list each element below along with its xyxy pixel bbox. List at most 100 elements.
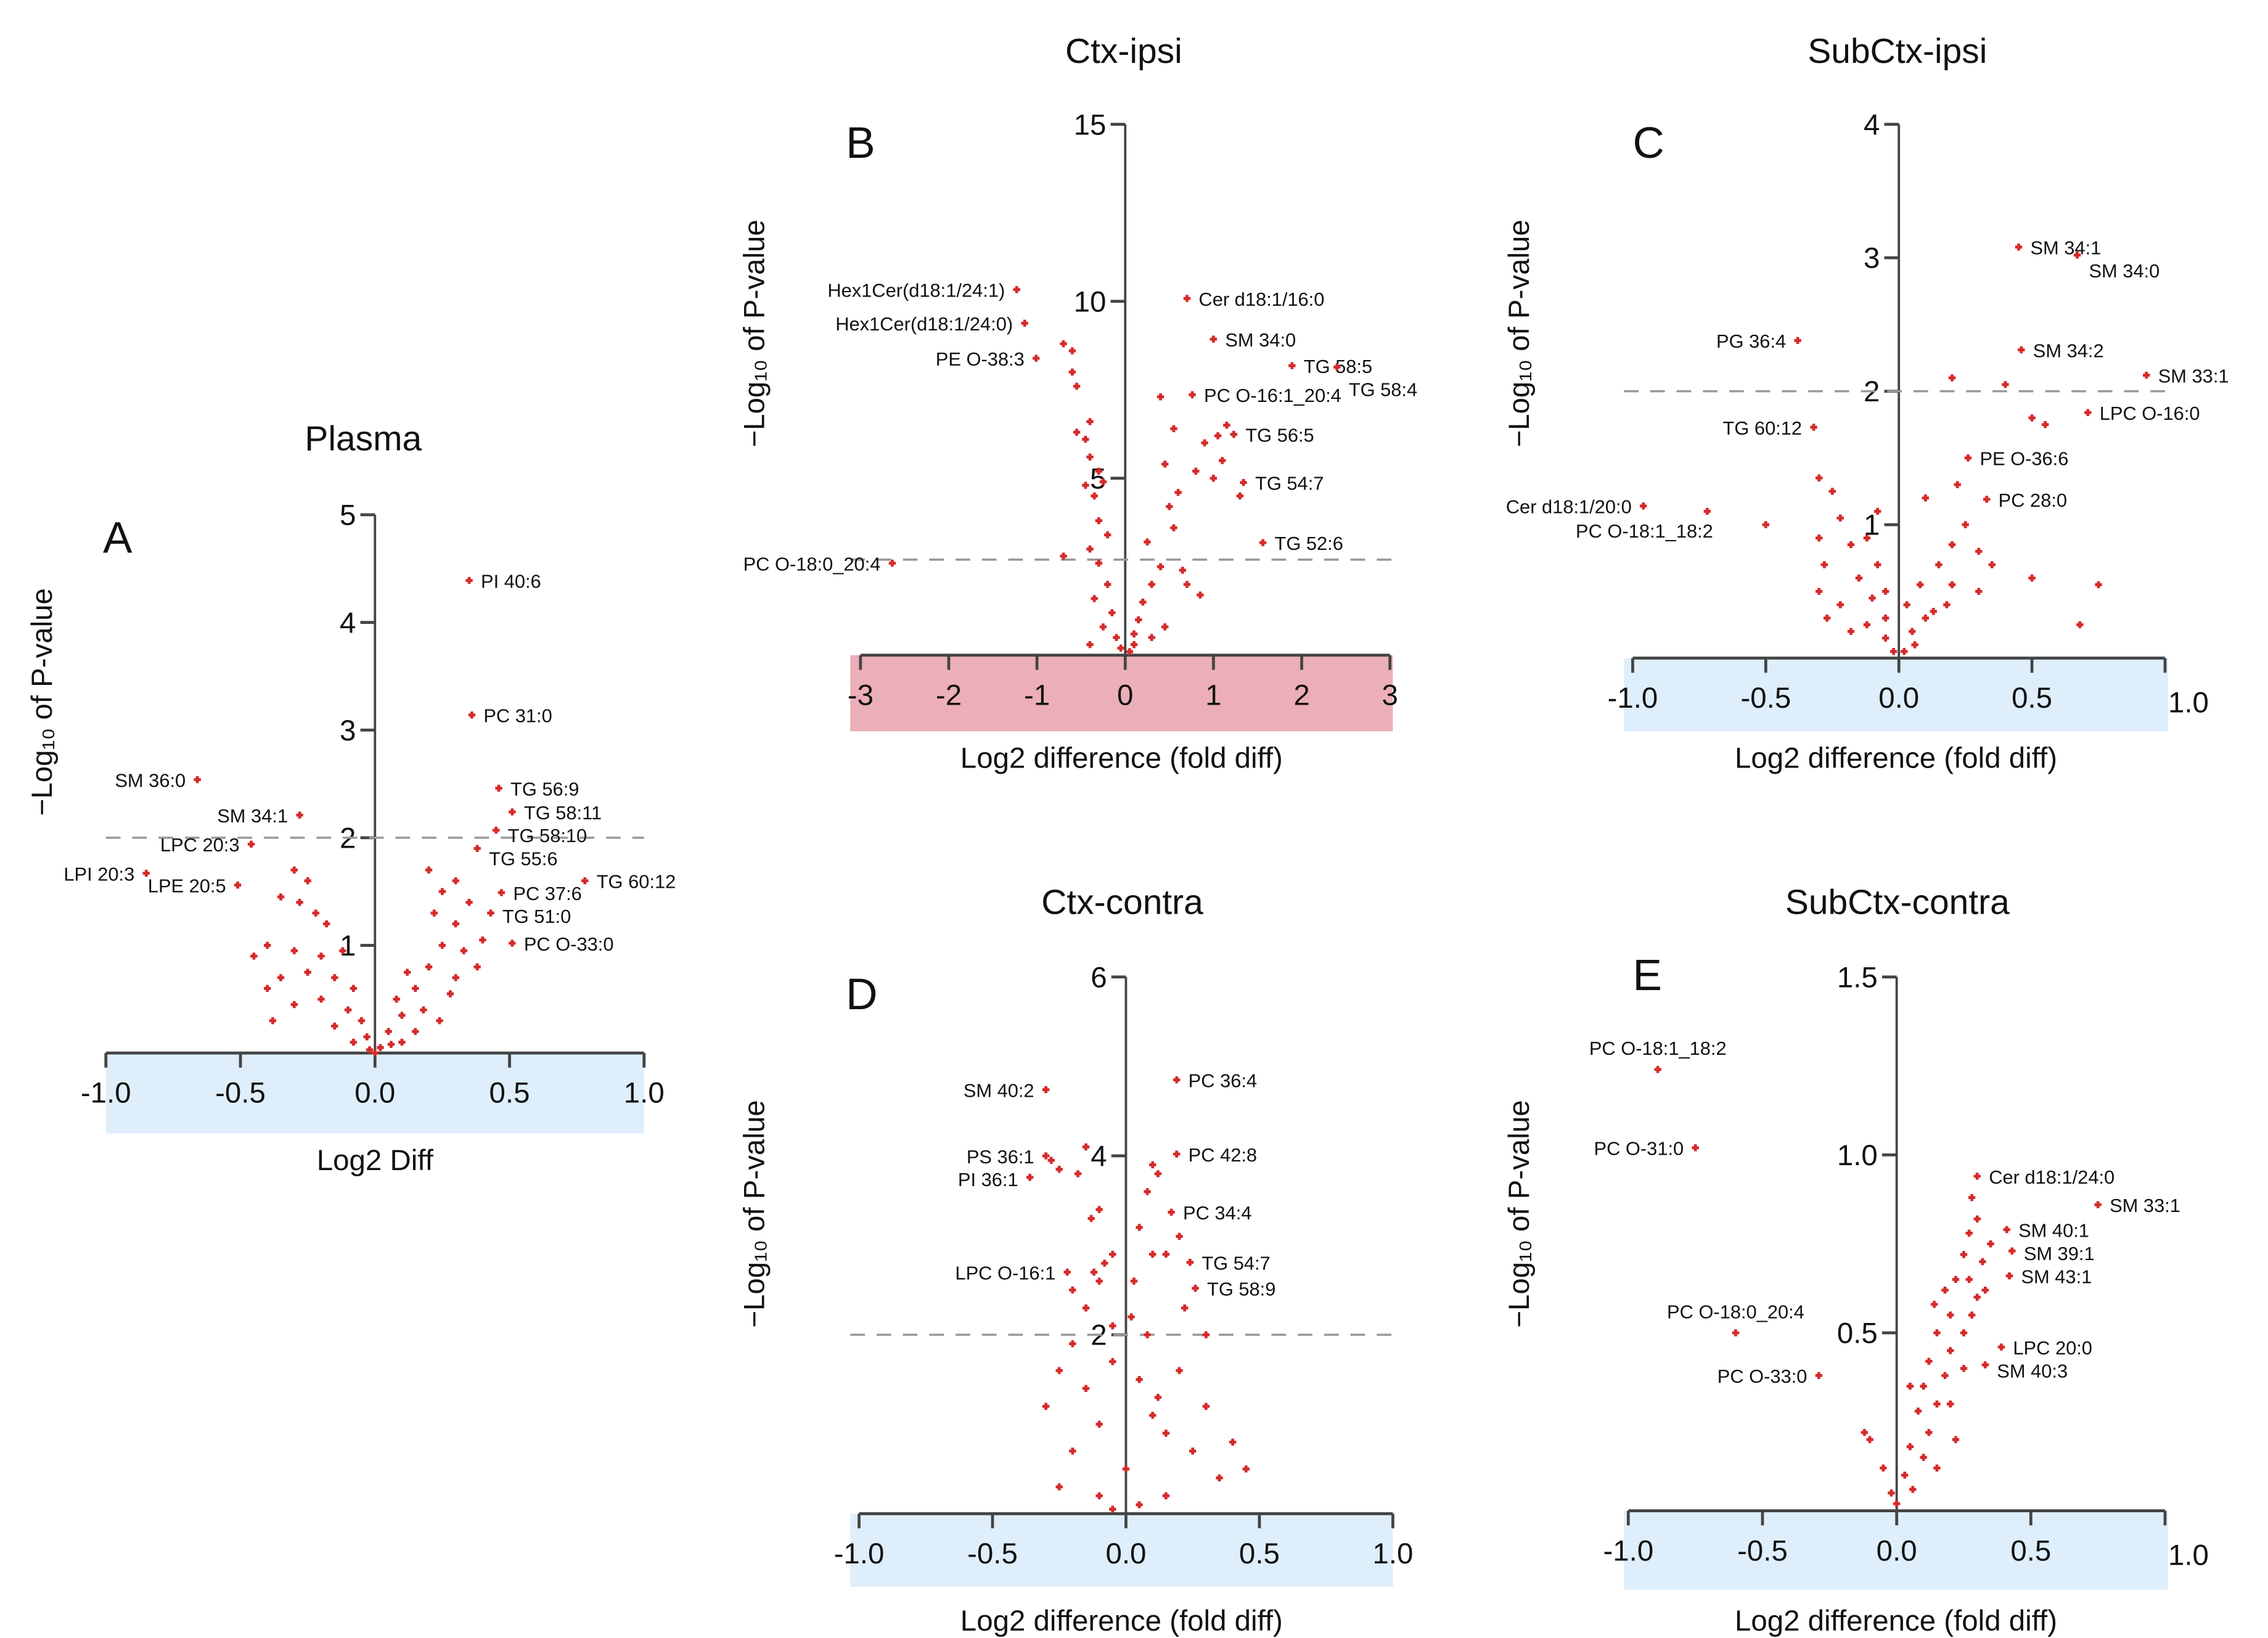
y-tick-label: 15 xyxy=(1074,109,1107,141)
point-mark xyxy=(1977,588,1981,596)
labeled-data-point xyxy=(509,808,516,816)
data-point xyxy=(1947,1347,1954,1354)
point-mark xyxy=(1242,478,1245,486)
data-point xyxy=(412,1028,419,1035)
data-point xyxy=(1095,1492,1103,1500)
data-point xyxy=(1820,561,1828,568)
data-point xyxy=(1135,616,1142,624)
labeled-data-point xyxy=(2094,1201,2102,1208)
data-point xyxy=(358,1017,366,1025)
point-mark xyxy=(1097,467,1100,475)
labeled-data-point xyxy=(473,845,481,853)
point-mark xyxy=(1169,1208,1173,1216)
data-point xyxy=(1109,1250,1116,1258)
point-mark xyxy=(1071,1286,1075,1294)
point-mark xyxy=(1137,1224,1141,1231)
data-point xyxy=(1229,1438,1237,1446)
point-mark xyxy=(2044,421,2047,428)
point-mark xyxy=(2000,1343,2003,1351)
point-label: SM 39:1 xyxy=(2024,1243,2095,1264)
point-mark xyxy=(1103,1259,1107,1267)
point-mark xyxy=(1163,461,1167,468)
point-mark xyxy=(1817,588,1821,596)
point-mark xyxy=(1194,467,1198,475)
point-mark xyxy=(2030,574,2034,582)
point-mark xyxy=(1157,1394,1160,1401)
data-point xyxy=(1136,1501,1143,1509)
point-mark xyxy=(1983,1361,1987,1369)
data-point xyxy=(1082,1385,1090,1392)
data-point xyxy=(1086,641,1094,649)
y-axis-label: −Log₁₀ of P-value xyxy=(26,588,59,816)
point-mark xyxy=(2076,252,2079,259)
data-point xyxy=(1909,1486,1917,1493)
data-point xyxy=(350,985,358,993)
data-point xyxy=(317,952,325,960)
point-label: SM 43:1 xyxy=(2021,1266,2092,1287)
panel-title: SubCtx-ipsi xyxy=(1807,31,1987,71)
labeled-data-point xyxy=(1640,502,1647,510)
point-mark xyxy=(1088,641,1092,649)
point-mark xyxy=(1044,1152,1047,1160)
point-mark xyxy=(144,869,148,877)
point-mark xyxy=(1943,1287,1947,1294)
point-mark xyxy=(1165,1250,1168,1258)
panel-e: -1.0 -0.5 0.0 0.5 1.0 0.5 1.0 1.5 PC O-18:1_18:2… xyxy=(1503,883,2209,1637)
x-tick-label: 0.0 xyxy=(354,1077,395,1110)
point-mark xyxy=(583,877,587,885)
point-mark xyxy=(1909,1443,1912,1451)
data-point xyxy=(412,985,419,993)
data-point xyxy=(403,968,411,976)
point-mark xyxy=(1945,601,1949,608)
point-mark xyxy=(1951,541,1954,549)
point-mark xyxy=(1903,1472,1907,1479)
point-mark xyxy=(1132,630,1136,638)
point-mark xyxy=(1088,453,1092,461)
data-point xyxy=(1095,1277,1103,1285)
point-mark xyxy=(1977,547,1981,555)
data-point xyxy=(1828,488,1836,495)
point-mark xyxy=(1963,521,1967,528)
data-point xyxy=(1914,1407,1922,1415)
point-label: Hex1Cer(d18:1/24:0) xyxy=(835,313,1013,335)
labeled-data-point xyxy=(1063,1268,1071,1276)
point-label: TG 58:4 xyxy=(1349,379,1417,400)
data-point xyxy=(1881,614,1889,622)
labeled-data-point xyxy=(1173,1150,1181,1158)
panel-title: Ctx-contra xyxy=(1041,883,1203,922)
point-mark xyxy=(1876,507,1880,515)
point-mark xyxy=(1924,494,1927,502)
point-mark xyxy=(1943,1372,1947,1379)
data-point xyxy=(1109,1322,1116,1330)
labeled-data-point xyxy=(2143,371,2150,379)
point-mark xyxy=(1917,1407,1920,1415)
point-mark xyxy=(1163,623,1167,631)
point-mark xyxy=(1084,1385,1087,1392)
point-mark xyxy=(1212,335,1215,343)
point-mark xyxy=(1975,1173,1979,1180)
data-point xyxy=(1816,588,1823,596)
point-mark xyxy=(2010,1247,2014,1255)
point-mark xyxy=(2078,621,2082,629)
data-point xyxy=(1968,1311,1976,1319)
data-point xyxy=(339,947,346,954)
point-label: PC 28:0 xyxy=(1999,489,2067,511)
point-mark xyxy=(1931,608,1935,615)
labeled-data-point xyxy=(1021,319,1028,327)
point-mark xyxy=(1044,1086,1047,1094)
data-point xyxy=(1103,531,1111,539)
point-mark xyxy=(1892,648,1895,655)
point-mark xyxy=(1935,1329,1939,1337)
point-label: TG 54:7 xyxy=(1202,1252,1270,1274)
point-mark xyxy=(1954,1276,1957,1284)
point-mark xyxy=(1290,362,1294,369)
point-mark xyxy=(1949,1347,1952,1354)
data-point xyxy=(1113,634,1120,641)
point-mark xyxy=(1088,418,1092,425)
point-mark xyxy=(250,840,253,848)
point-mark xyxy=(1204,1331,1208,1338)
data-point xyxy=(1920,1382,1927,1390)
point-mark xyxy=(1132,1277,1136,1285)
point-mark xyxy=(1656,1066,1660,1073)
data-point xyxy=(1873,507,1881,515)
